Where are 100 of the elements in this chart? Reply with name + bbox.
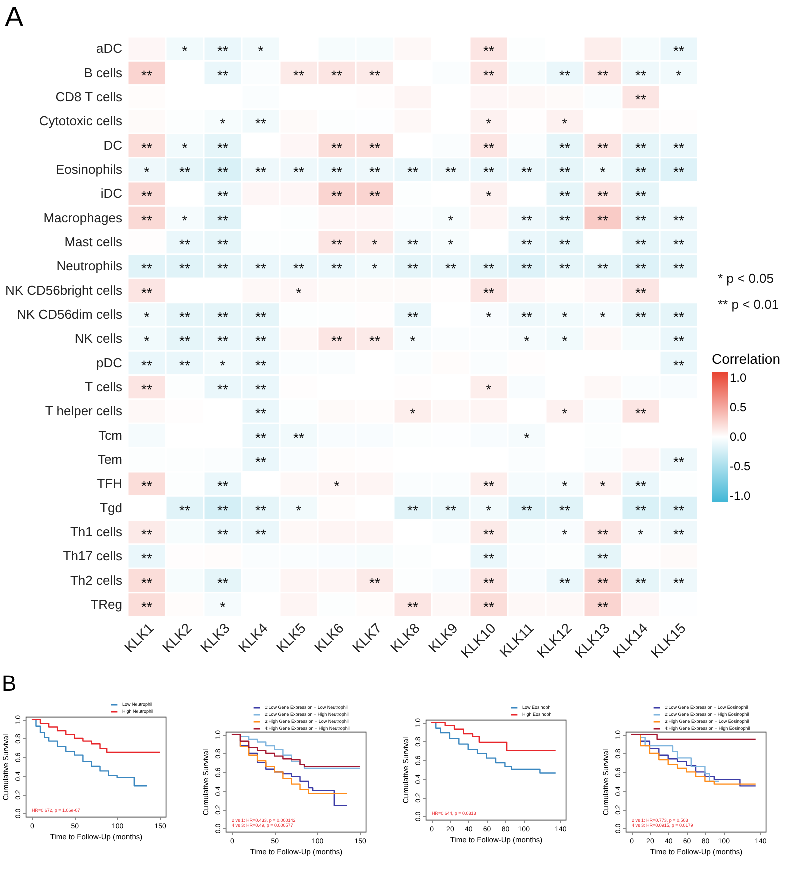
data-label: ** bbox=[636, 574, 647, 591]
data-label: ** bbox=[484, 67, 495, 84]
data-label: ** bbox=[218, 333, 229, 350]
data-label: ** bbox=[674, 212, 685, 228]
y-tick-label: Eosinophils bbox=[56, 162, 123, 177]
data-label: ** bbox=[370, 140, 381, 156]
data-label: ** bbox=[560, 188, 571, 204]
data-label: ** bbox=[180, 164, 191, 180]
data-label: ** bbox=[674, 357, 685, 374]
data-label: ** bbox=[180, 308, 191, 325]
y-tick-label: CD8 T cells bbox=[56, 89, 123, 104]
data-label: ** bbox=[560, 164, 571, 180]
data-label: * bbox=[562, 478, 568, 494]
data-label: ** bbox=[484, 140, 495, 156]
y-tick-label: B cells bbox=[84, 65, 123, 80]
data-label: ** bbox=[408, 308, 419, 325]
data-label: ** bbox=[674, 574, 685, 591]
data-label: ** bbox=[370, 188, 381, 204]
data-label: ** bbox=[446, 502, 457, 518]
data-label: ** bbox=[218, 43, 229, 60]
data-label: ** bbox=[522, 164, 533, 180]
data-label: ** bbox=[218, 164, 229, 180]
data-label: ** bbox=[598, 67, 609, 84]
data-label: ** bbox=[674, 454, 685, 470]
data-label: * bbox=[600, 308, 606, 325]
data-label: ** bbox=[332, 260, 343, 277]
data-label: ** bbox=[636, 188, 647, 204]
data-label: ** bbox=[218, 67, 229, 84]
data-label: ** bbox=[180, 357, 191, 374]
data-label: ** bbox=[256, 454, 267, 470]
data-label: * bbox=[524, 430, 530, 446]
data-label: ** bbox=[598, 574, 609, 591]
data-label: ** bbox=[142, 526, 153, 542]
data-label: ** bbox=[142, 212, 153, 228]
data-label: * bbox=[562, 308, 568, 325]
color-bar-title: Correlation bbox=[712, 351, 780, 367]
y-tick-label: Macrophages bbox=[44, 210, 123, 226]
data-label: * bbox=[372, 260, 378, 277]
data-label: * bbox=[410, 406, 416, 422]
data-label: ** bbox=[142, 260, 153, 277]
y-tick-label: iDC bbox=[100, 186, 122, 202]
data-label: * bbox=[676, 67, 682, 84]
data-label: ** bbox=[522, 308, 533, 325]
data-label: ** bbox=[370, 333, 381, 350]
data-label: * bbox=[182, 43, 188, 60]
data-label: ** bbox=[484, 598, 495, 615]
y-tick-label: Tcm bbox=[98, 428, 122, 443]
data-label: ** bbox=[370, 67, 381, 84]
y-tick-label: Tem bbox=[98, 452, 122, 467]
data-label: * bbox=[296, 284, 302, 301]
data-label: ** bbox=[332, 164, 343, 180]
data-label: ** bbox=[522, 260, 533, 277]
data-label: * bbox=[296, 502, 302, 518]
text: ** p < 0.01 bbox=[718, 297, 780, 312]
data-label: ** bbox=[218, 308, 229, 325]
data-label: ** bbox=[294, 430, 305, 446]
data-label: * bbox=[562, 116, 568, 132]
data-label: * bbox=[258, 43, 264, 60]
data-label: * bbox=[600, 164, 606, 180]
data-label: * bbox=[600, 478, 606, 494]
data-label: ** bbox=[598, 212, 609, 228]
data-label: * bbox=[638, 526, 644, 542]
y-tick-label: Th1 cells bbox=[70, 524, 123, 540]
data-label: ** bbox=[484, 260, 495, 277]
data-label: ** bbox=[636, 91, 647, 108]
data-label: * bbox=[486, 116, 492, 132]
data-label: ** bbox=[218, 140, 229, 156]
data-label: ** bbox=[332, 140, 343, 156]
data-label: ** bbox=[142, 381, 153, 398]
y-tick-label: Th2 cells bbox=[70, 572, 123, 588]
data-label: * bbox=[334, 478, 340, 494]
data-label: ** bbox=[674, 43, 685, 60]
data-label: ** bbox=[142, 357, 153, 374]
data-label: ** bbox=[256, 333, 267, 350]
data-label: * bbox=[448, 236, 454, 252]
data-label: ** bbox=[560, 212, 571, 228]
data-label: ** bbox=[180, 260, 191, 277]
data-label: * bbox=[486, 381, 492, 398]
data-label: ** bbox=[294, 164, 305, 180]
y-tick-label: NK CD56dim cells bbox=[17, 306, 123, 322]
data-label: * bbox=[220, 357, 226, 374]
data-label: ** bbox=[218, 188, 229, 204]
data-label: ** bbox=[560, 574, 571, 591]
data-label: ** bbox=[560, 67, 571, 84]
data-label: ** bbox=[674, 333, 685, 350]
data-label: ** bbox=[142, 598, 153, 615]
data-label: ** bbox=[674, 526, 685, 542]
data-label: ** bbox=[636, 260, 647, 277]
chart-title: B bbox=[2, 671, 17, 696]
data-label: ** bbox=[522, 236, 533, 252]
data-label: * bbox=[220, 598, 226, 615]
y-tick-label: Cytotoxic cells bbox=[39, 114, 123, 129]
data-label: ** bbox=[256, 406, 267, 422]
data-label: ** bbox=[598, 140, 609, 156]
data-label: * bbox=[410, 333, 416, 350]
data-label: ** bbox=[484, 43, 495, 60]
data-label: ** bbox=[560, 236, 571, 252]
data-label: ** bbox=[484, 284, 495, 301]
data-label: ** bbox=[256, 260, 267, 277]
data-label: ** bbox=[180, 333, 191, 350]
